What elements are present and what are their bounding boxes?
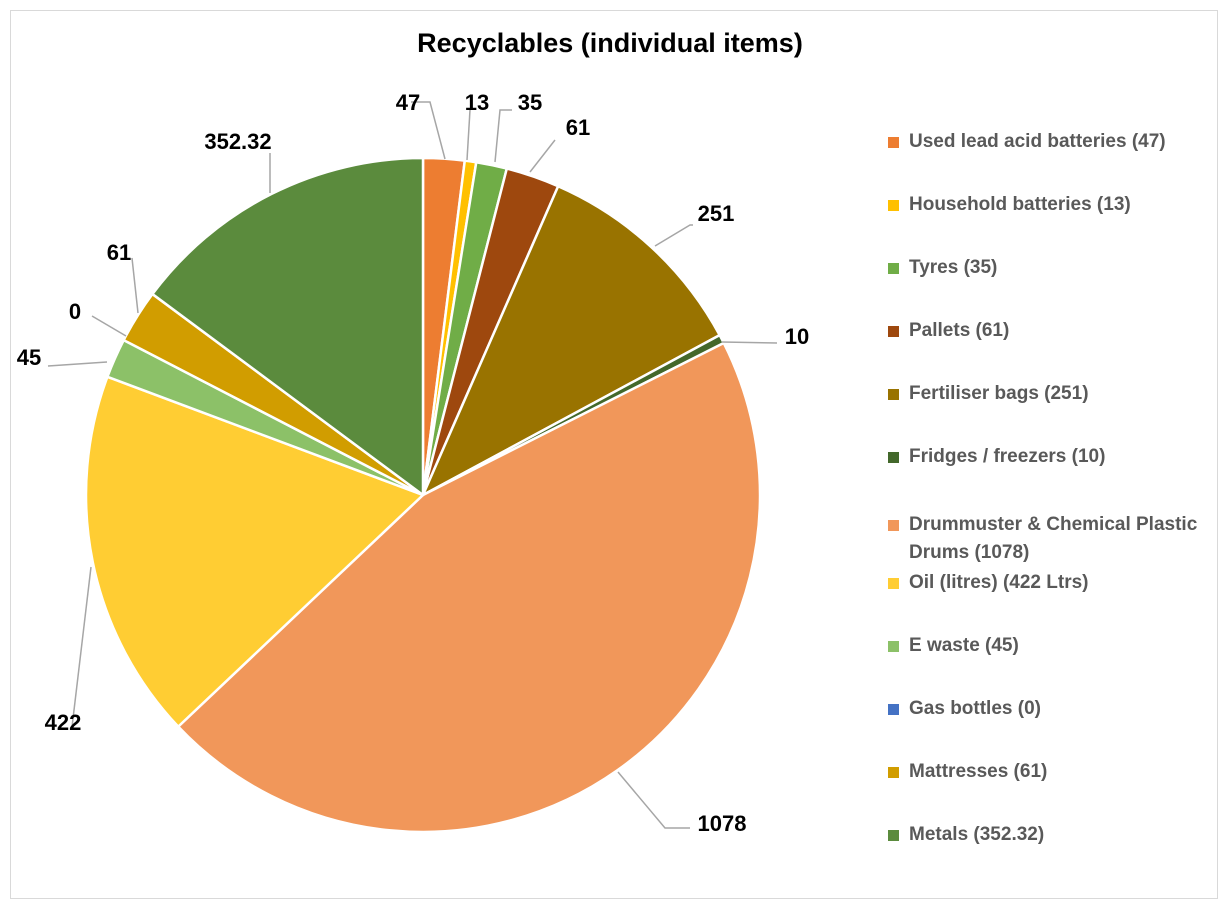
leader-line-fertiliser-bags xyxy=(654,224,693,247)
legend-item-e-waste: E waste (45) xyxy=(888,632,1218,660)
legend-item-fridges-freezers: Fridges / freezers (10) xyxy=(888,443,1218,471)
leader-line-pallets xyxy=(529,139,556,173)
legend-swatch-gas-bottles xyxy=(888,704,899,715)
legend-label-fertiliser-bags: Fertiliser bags (251) xyxy=(909,383,1089,404)
legend-item-gas-bottles: Gas bottles (0) xyxy=(888,695,1218,723)
legend-label-e-waste: E waste (45) xyxy=(909,635,1019,656)
data-label-tyres: 35 xyxy=(518,90,542,115)
pie-slice-drummuster-chemical-plastic-drums xyxy=(176,341,762,834)
data-label-e-waste: 45 xyxy=(17,345,41,370)
legend-item-household-batteries: Household batteries (13) xyxy=(888,191,1218,219)
legend-item-metals: Metals (352.32) xyxy=(888,821,1218,849)
leader-line-household-batteries xyxy=(466,109,471,161)
legend-label-gas-bottles: Gas bottles (0) xyxy=(909,698,1041,719)
leader-line-used-lead-acid-batteries xyxy=(411,101,446,160)
legend-label-pallets: Pallets (61) xyxy=(909,320,1010,341)
legend-swatch-tyres xyxy=(888,263,899,274)
data-label-mattresses: 61 xyxy=(107,240,131,265)
legend-item-drummuster-chemical-plastic-drums: Drummuster & Chemical Plastic Drums (107… xyxy=(888,511,1218,567)
legend-item-fertiliser-bags: Fertiliser bags (251) xyxy=(888,380,1218,408)
legend-label-tyres: Tyres (35) xyxy=(909,257,998,278)
legend-swatch-household-batteries xyxy=(888,200,899,211)
legend-item-oil: Oil (litres) (422 Ltrs) xyxy=(888,569,1218,597)
legend-swatch-fridges-freezers xyxy=(888,452,899,463)
legend-swatch-used-lead-acid-batteries xyxy=(888,137,899,148)
leader-line-tyres xyxy=(494,109,512,163)
legend-label-metals: Metals (352.32) xyxy=(909,824,1045,845)
leader-line-oil xyxy=(71,566,92,728)
data-label-oil: 422 xyxy=(45,710,82,735)
legend-swatch-fertiliser-bags xyxy=(888,389,899,400)
legend-swatch-mattresses xyxy=(888,767,899,778)
legend-item-pallets: Pallets (61) xyxy=(888,317,1218,345)
data-label-gas-bottles: 0 xyxy=(69,299,81,324)
legend-item-tyres: Tyres (35) xyxy=(888,254,1218,282)
legend-swatch-metals xyxy=(888,830,899,841)
legend-item-used-lead-acid-batteries: Used lead acid batteries (47) xyxy=(888,128,1218,156)
data-label-fridges-freezers: 10 xyxy=(785,324,809,349)
legend-label-fridges-freezers: Fridges / freezers (10) xyxy=(909,446,1106,467)
pie-slice-metals xyxy=(151,156,425,497)
data-label-used-lead-acid-batteries: 47 xyxy=(396,90,420,115)
chart-title: Recyclables (individual items) xyxy=(417,28,803,58)
data-label-metals: 352.32 xyxy=(204,129,271,154)
leader-line-fridges-freezers xyxy=(721,341,778,344)
leader-line-mattresses xyxy=(131,257,139,314)
data-label-pallets: 61 xyxy=(566,115,590,140)
leader-line-gas-bottles xyxy=(91,315,127,337)
legend-label-household-batteries: Household batteries (13) xyxy=(909,194,1131,215)
data-label-fertiliser-bags: 251 xyxy=(698,201,735,226)
data-label-drummuster-chemical-plastic-drums: 1078 xyxy=(698,811,747,836)
leader-line-e-waste xyxy=(47,361,108,367)
legend-label-used-lead-acid-batteries: Used lead acid batteries (47) xyxy=(909,131,1166,152)
legend-swatch-drummuster-chemical-plastic-drums xyxy=(888,520,899,531)
legend-label-mattresses: Mattresses (61) xyxy=(909,761,1048,782)
legend-swatch-pallets xyxy=(888,326,899,337)
leader-line-drummuster-chemical-plastic-drums xyxy=(617,771,690,829)
legend-swatch-oil xyxy=(888,578,899,589)
data-label-household-batteries: 13 xyxy=(465,90,489,115)
legend-item-mattresses: Mattresses (61) xyxy=(888,758,1218,786)
legend-label-oil: Oil (litres) (422 Ltrs) xyxy=(909,572,1089,593)
pie-slice-fertiliser-bags xyxy=(421,185,721,497)
legend-swatch-e-waste xyxy=(888,641,899,652)
legend-label-drummuster-chemical-plastic-drums: Drummuster & Chemical Plastic Drums (107… xyxy=(909,514,1198,563)
